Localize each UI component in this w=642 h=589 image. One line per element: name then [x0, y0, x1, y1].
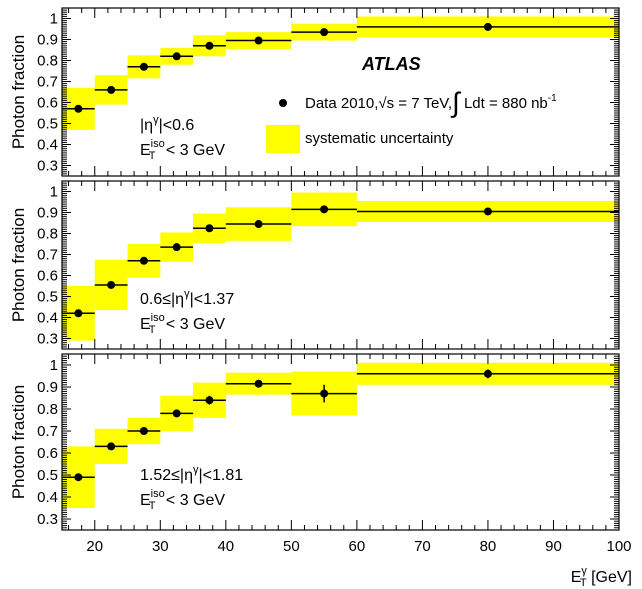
y-tick-label: 1: [50, 11, 58, 28]
x-tick-label: 60: [349, 538, 366, 555]
data-point: [139, 256, 148, 265]
y-tick-label: 0.4: [37, 489, 58, 506]
y-tick-label: 0.7: [37, 74, 58, 91]
y-tick-label: 0.6: [37, 445, 58, 462]
data-point: [205, 396, 214, 405]
panel-1: 0.3 0.4 0.5 0.6 0.7 0.8 0.9 1 Photon fraction |ηγ…: [9, 7, 620, 177]
data-point: [205, 41, 214, 50]
panel-3: 0.3 0.4 0.5 0.6 0.7 0.8 0.9 1 20 30 40 50 60 70 80 90 10…: [9, 353, 632, 555]
y-tick-label: 0.9: [37, 32, 58, 49]
data-point: [320, 389, 329, 398]
isolation-cut-label: Eiso T < 3 GeV: [140, 488, 225, 512]
data-point: [107, 85, 116, 94]
data-point: [320, 28, 329, 37]
y-tick-label: 0.5: [37, 289, 58, 306]
data-point: [172, 243, 181, 252]
y-tick-label: 0.7: [37, 247, 58, 264]
x-tick-label: 50: [283, 538, 300, 555]
atlas-label: ATLAS: [361, 54, 421, 74]
x-tick-label: 30: [152, 538, 169, 555]
data-point: [254, 220, 263, 229]
x-tick-label: 70: [414, 538, 431, 555]
y-tick-label: 0.3: [37, 158, 58, 175]
y-tick-label: 0.8: [37, 401, 58, 418]
x-tick-label: 20: [86, 538, 103, 555]
x-axis-title: Eγ T [GeV]: [571, 565, 632, 589]
data-point: [107, 280, 116, 289]
data-point: [205, 224, 214, 233]
x-tick-label: 80: [480, 538, 497, 555]
x-tick-label: 100: [606, 538, 631, 555]
data-point: [74, 473, 83, 482]
y-tick-label: 0.8: [37, 226, 58, 243]
data-point: [107, 442, 116, 451]
panels: 0.3 0.4 0.5 0.6 0.7 0.8 0.9 1 Photon fraction |ηγ…: [9, 7, 632, 555]
isolation-cut-label: Eiso T < 3 GeV: [140, 312, 225, 336]
data-point: [172, 409, 181, 418]
eta-region-label: 1.52≤|ηγ|<1.81: [140, 464, 243, 484]
data-point: [139, 427, 148, 435]
y-tick-label: 0.7: [37, 423, 58, 440]
y-tick-label: 1: [50, 357, 58, 374]
x-tick-label: 90: [545, 538, 562, 555]
y-tick-label: 0.3: [37, 511, 58, 528]
legend-data-marker: [279, 99, 287, 107]
eta-region-label: |ηγ|<0.6: [140, 114, 194, 134]
legend-syst-swatch: [266, 125, 300, 153]
y-tick-label: 0.9: [37, 205, 58, 222]
data-point: [74, 309, 83, 318]
y-tick-label: 0.6: [37, 268, 58, 285]
y-tick-label: 0.6: [37, 95, 58, 112]
y-axis-title: Photon fraction: [9, 208, 28, 322]
y-tick-label: 0.4: [37, 310, 58, 327]
data-point: [483, 22, 492, 31]
y-tick-label: 0.5: [37, 467, 58, 484]
data-point: [254, 36, 263, 45]
data-point: [320, 205, 329, 214]
y-axis-title: Photon fraction: [9, 35, 28, 149]
y-tick-label: 0.9: [37, 379, 58, 396]
y-tick-label: 0.5: [37, 116, 58, 133]
x-tick-label: 40: [217, 538, 234, 555]
data-point: [172, 52, 181, 61]
isolation-cut-label: Eiso T < 3 GeV: [140, 138, 225, 162]
data-point: [483, 369, 492, 378]
panel-2: 0.3 0.4 0.5 0.6 0.7 0.8 0.9 1 Photon fraction 0.6…: [9, 180, 620, 350]
y-axis-title: Photon fraction: [9, 385, 28, 499]
y-tick-label: 0.4: [37, 137, 58, 154]
legend-syst-text: systematic uncertainty: [305, 130, 454, 147]
eta-region-label: 0.6≤|ηγ|<1.37: [140, 288, 234, 308]
data-point: [483, 207, 492, 216]
data-point: [254, 379, 263, 388]
y-tick-label: 1: [50, 184, 58, 201]
legend-data-text: Data 2010,√s = 7 TeV,∫ Ldt = 880 nb-1: [305, 87, 557, 118]
data-point: [74, 104, 83, 113]
y-tick-label: 0.8: [37, 53, 58, 70]
y-tick-label: 0.3: [37, 331, 58, 348]
data-point: [139, 62, 148, 71]
